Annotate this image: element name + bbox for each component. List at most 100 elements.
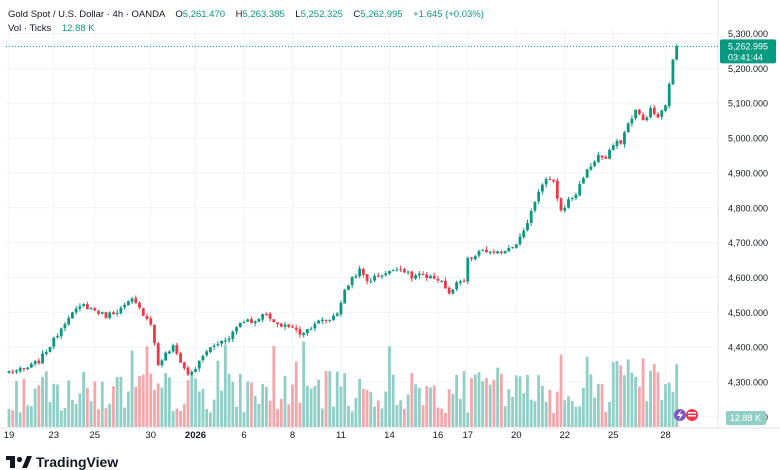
candle-body — [481, 249, 485, 251]
candle-body — [559, 198, 563, 211]
volume-bar — [112, 386, 115, 427]
volume-bar — [470, 377, 473, 427]
volume-bar — [671, 391, 675, 427]
candle-body — [97, 311, 100, 314]
volume-bar — [44, 371, 48, 427]
candle-body — [37, 360, 41, 364]
volume-bar — [335, 371, 339, 427]
volume-bar — [261, 384, 265, 427]
volume-bar — [145, 346, 149, 427]
candle-body — [634, 109, 638, 119]
volume-bar — [380, 408, 384, 427]
volume-bar — [514, 375, 518, 427]
candle-body — [253, 321, 257, 324]
volume-bar — [287, 404, 291, 427]
ohlc-row: Gold Spot / U.S. Dollar · 4h · OANDA O5,… — [8, 8, 484, 22]
candle-body — [78, 306, 82, 309]
volume-bar — [123, 407, 127, 427]
volume-label[interactable]: Vol · Ticks — [8, 23, 52, 34]
volume-bar — [302, 341, 306, 427]
volume-bar — [570, 400, 574, 427]
candle-body — [209, 347, 212, 353]
volume-bar — [630, 372, 634, 427]
candle-body — [354, 276, 358, 278]
volume-bar — [395, 404, 399, 427]
candle-body — [347, 285, 350, 290]
candle-body — [373, 275, 376, 281]
volume-bar — [7, 408, 11, 427]
symbol-title[interactable]: Gold Spot / U.S. Dollar · 4h · OANDA — [8, 9, 165, 20]
volume-bar — [313, 386, 317, 427]
candle-body — [52, 337, 56, 347]
candle-body — [473, 256, 477, 260]
y-tick-label: 4,900.000 — [728, 168, 768, 178]
x-tick-label: 20 — [511, 430, 522, 441]
candle-body — [656, 113, 660, 118]
volume-bar — [499, 373, 503, 427]
volume-bar — [391, 374, 395, 427]
candle-body — [675, 46, 679, 60]
x-tick-label: 22 — [559, 430, 570, 441]
volume-bar — [339, 386, 343, 427]
candle-body — [365, 274, 369, 282]
volume-bar — [652, 364, 656, 427]
volume-bar — [507, 389, 511, 427]
candle-body — [182, 362, 186, 369]
volume-bar — [26, 405, 30, 427]
candle-body — [335, 313, 339, 316]
candle-body — [328, 319, 332, 321]
volume-bar — [238, 373, 242, 427]
candle-body — [18, 367, 22, 372]
candle-body — [399, 268, 403, 270]
volume-bar — [156, 383, 160, 427]
open-label: O — [175, 9, 183, 20]
candle-body — [261, 314, 265, 320]
volume-bar — [421, 404, 425, 427]
open-value: 5,261.470 — [182, 9, 226, 20]
candle-body — [332, 315, 335, 320]
volume-bar — [186, 380, 190, 427]
candle-body — [406, 271, 410, 273]
volume-bar — [429, 387, 432, 427]
candle-body — [48, 346, 52, 352]
change-value: +1.645 (+0.03%) — [413, 9, 484, 20]
x-tick-label: 23 — [48, 430, 59, 441]
tradingview-logo[interactable]: TradingView — [6, 454, 118, 470]
candle-body — [645, 117, 649, 121]
brand-name: TradingView — [36, 454, 119, 470]
volume-bar — [175, 408, 179, 427]
flag-stripe — [688, 415, 696, 417]
volume-bar — [373, 406, 376, 427]
volume-bar — [656, 372, 660, 427]
x-tick-label: 6 — [241, 430, 246, 441]
candle-body — [444, 280, 447, 289]
low-label: L — [295, 9, 301, 20]
volume-bar — [436, 407, 440, 427]
candle-body — [544, 179, 548, 185]
volume-bar — [582, 387, 585, 427]
candle-body — [455, 282, 458, 290]
y-tick-label: 4,800.000 — [728, 203, 768, 213]
y-tick-label: 5,100.000 — [728, 99, 768, 109]
candle-body — [499, 251, 503, 253]
volume-bar — [593, 397, 597, 427]
candle-body — [529, 210, 533, 224]
x-tick-label: 30 — [145, 430, 156, 441]
candle-body — [67, 317, 71, 325]
candle-body — [570, 198, 574, 200]
x-tick-label: 19 — [4, 430, 15, 441]
candle-body — [212, 345, 216, 347]
candle-body — [458, 281, 462, 283]
candle-body — [623, 132, 626, 145]
volume-bar — [52, 384, 56, 427]
candle-body — [511, 247, 514, 249]
candle-body — [108, 312, 112, 319]
candle-body — [540, 184, 544, 192]
candle-body — [190, 371, 194, 375]
x-tick-label: 25 — [90, 430, 101, 441]
candle-body — [671, 59, 675, 85]
candle-body — [492, 251, 496, 253]
volume-bar — [291, 384, 294, 427]
